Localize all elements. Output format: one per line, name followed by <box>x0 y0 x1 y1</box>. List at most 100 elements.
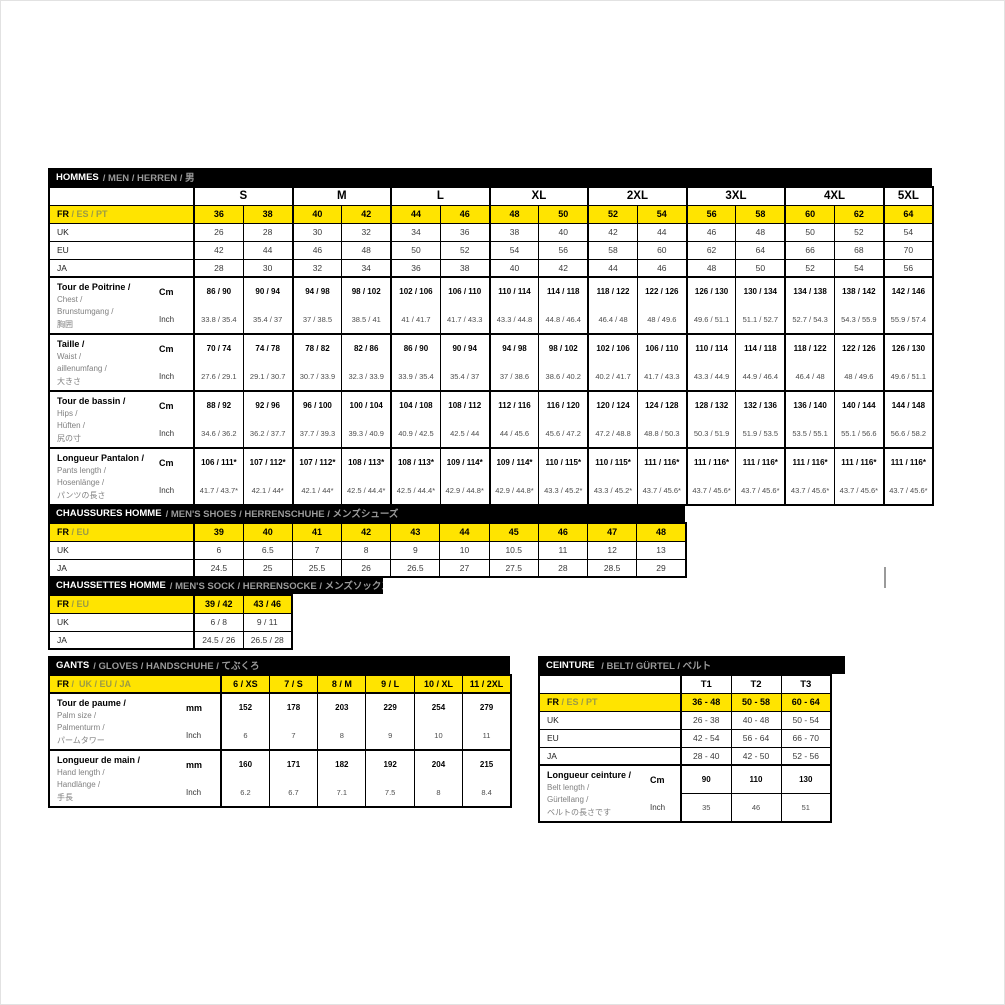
measurement-secondary-value: 47.2 / 48.8 <box>595 428 631 438</box>
measurement-value-cell: 108 / 113* 42.5 / 44.4* <box>341 447 392 506</box>
conversion-size-value: 66 - 70 <box>780 728 832 748</box>
measurement-label-cell: Taille / Waist / aillenumfang / 大きさ Cm Inch <box>48 333 195 392</box>
fr-size-value: 9 / L <box>365 674 415 694</box>
measurement-label-translation: 胸囲 <box>57 319 73 329</box>
measurement-value-cell: 78 / 82 30.7 / 33.9 <box>291 333 343 392</box>
belt-section: CEINTURE / BELT/ GÜRTEL / ベルト T1 T2 T3 FR /… <box>538 656 845 823</box>
measurement-secondary-value: 42.5 / 44.4* <box>347 485 386 495</box>
conversion-row: EU 42 44 46 48 50 52 54 56 58 60 62 64 66 68 70 <box>48 240 934 260</box>
measurement-row: Tour de paume / Palm size / Palmenturm / パー… <box>48 692 512 751</box>
conversion-size-value: 28.5 <box>586 558 638 578</box>
measurement-primary-value: 90 / 94 <box>255 287 280 297</box>
conversion-size-value: 52 <box>439 240 491 260</box>
unit-primary-label: Cm <box>650 774 665 785</box>
fr-row-label-rest: / EU <box>69 599 90 610</box>
measurement-units: Cm Inch <box>153 450 193 504</box>
measurement-primary-value: 88 / 92 <box>206 401 232 411</box>
fr-size-value: 43 <box>390 522 441 542</box>
unit-secondary-label: Inch <box>159 371 175 381</box>
conversion-size-value: 11 <box>537 540 589 560</box>
measurement-value-cell: 107 / 112* 42.1 / 44* <box>291 447 343 506</box>
conversion-size-value: 12 <box>586 540 638 560</box>
measurement-value-cell: 142 / 146 55.9 / 57.4 <box>882 276 934 335</box>
measurement-secondary-value: 44 / 45.6 <box>499 428 530 438</box>
measurement-label-cell: Longueur de main / Hand length / Handlänge… <box>48 749 222 808</box>
fr-size-value: 36 <box>192 204 244 224</box>
measurement-secondary-value: 34.6 / 36.2 <box>201 428 237 438</box>
fr-row-label: FR / ES / PT <box>48 204 195 224</box>
fr-size-value: 48 <box>636 522 687 542</box>
conversion-size-value: 34 <box>390 222 441 242</box>
conversion-size-value: 6 <box>192 540 244 560</box>
fr-size-value: 50 - 58 <box>730 692 782 712</box>
measurement-label-translation: Chest / <box>57 294 83 304</box>
conversion-row: JA 24.5 / 26 26.5 / 28 <box>48 630 293 650</box>
fr-row-label-rest: / ES / PT <box>559 697 598 707</box>
fr-size-value: 6 / XS <box>219 674 270 694</box>
measurement-label-layout: Tour de Poitrine / Chest / Brunstumgang / 胸… <box>50 279 193 333</box>
fr-size-value: 46 <box>439 204 491 224</box>
measurement-label-layout: Longueur Pantalon / Pants length / Hosenlä… <box>50 450 193 504</box>
measurement-secondary-value: 42.9 / 44.8* <box>495 485 534 495</box>
measurement-value-cell: 132 / 136 51.9 / 53.5 <box>735 390 786 449</box>
measurement-value-cell: 130 / 134 51.1 / 52.7 <box>735 276 786 335</box>
conversion-size-value: 30 <box>291 222 343 242</box>
measurement-secondary-value: 38.6 / 40.2 <box>545 371 581 381</box>
measurement-secondary-value: 44.8 / 46.4 <box>545 314 581 324</box>
conversion-size-value: 42 - 54 <box>680 728 732 748</box>
measurement-value-cell: 128 / 132 50.3 / 51.9 <box>685 390 737 449</box>
measurement-value-cell: 92 / 96 36.2 / 37.7 <box>242 390 294 449</box>
measurement-value-cell: 90 / 94 35.4 / 37 <box>242 276 294 335</box>
size-group-label: XL <box>488 186 589 206</box>
conversion-size-value: 50 <box>390 240 441 260</box>
measurement-label-cell: Longueur ceinture / Belt length / Gürtella… <box>538 764 682 823</box>
size-group-row: S M L XL 2XL 3XL 4XL 5XL <box>48 186 934 206</box>
measurement-secondary-value: 38.5 / 41 <box>351 314 381 324</box>
measurement-label-layout: Taille / Waist / aillenumfang / 大きさ Cm Inch <box>50 336 193 390</box>
measurement-secondary-value: 42.9 / 44.8* <box>445 485 484 495</box>
measurement-label-translation: Palm size / <box>57 710 97 720</box>
fr-row-label: FR / EU <box>48 594 195 614</box>
measurement-label-text: Longueur ceinture / Belt length / Gürtella… <box>540 767 644 821</box>
conversion-size-value: 70 <box>882 240 934 260</box>
measurement-secondary-value: 43.7 / 45.6* <box>790 485 830 495</box>
measurement-secondary-value: 43.3 / 44.8 <box>496 314 533 324</box>
measurement-label-translation: Hosenlänge / <box>57 478 105 488</box>
measurement-value-cell: 109 / 114* 42.9 / 44.8* <box>488 447 540 506</box>
conversion-size-value: 36 <box>439 222 491 242</box>
measurement-secondary-value: 37 / 38.5 <box>302 314 333 324</box>
measurement-secondary-value: 44.9 / 46.4 <box>742 371 779 381</box>
measurement-primary-value: 171 <box>286 760 301 770</box>
measurement-secondary-value: 35 <box>702 802 711 812</box>
measurement-row: Tour de Poitrine / Chest / Brunstumgang / 胸… <box>48 276 934 335</box>
conversion-size-value: 28 <box>192 258 244 278</box>
measurement-secondary-value: 56.6 / 58.2 <box>890 428 927 438</box>
unit-primary-label: Cm <box>159 343 174 354</box>
measurement-row: Longueur Pantalon / Pants length / Hosenlä… <box>48 447 934 506</box>
fr-row-label-rest: / EU <box>69 527 90 538</box>
measurement-value-cell: 182 7.1 <box>317 749 367 808</box>
belt-size-group-row: T1 T2 T3 <box>538 674 832 694</box>
fr-size-value: 50 <box>538 204 589 224</box>
fr-size-value: 10 / XL <box>413 674 464 694</box>
conversion-size-value: 40 <box>488 258 540 278</box>
men-size-table: S M L XL 2XL 3XL 4XL 5XL FR / ES / PT 36 38 40 42 44 4… <box>48 186 935 506</box>
measurement-label-fr: Longueur de main / <box>57 755 141 765</box>
conversion-size-value: 42 - 50 <box>730 746 782 766</box>
conversion-row: JA 24.5 25 25.5 26 26.5 27 27.5 28 28.5 29 <box>48 558 687 578</box>
measurement-primary-value: 78 / 82 <box>305 344 330 354</box>
measurement-secondary-value: 41.7 / 43.3 <box>644 371 680 381</box>
socks-section-title-translations: / MEN'S SOCK / HERRENSOCKE / メンズソックス <box>169 581 383 592</box>
measurement-value-cell: 86 / 90 33.9 / 35.4 <box>390 333 441 392</box>
measurement-secondary-value: 48 / 49.6 <box>844 371 874 381</box>
measurement-label-translation: 手長 <box>57 792 73 802</box>
measurement-secondary-value: 7.1 <box>336 787 348 797</box>
measurement-primary-value: 111 / 116* <box>693 458 730 468</box>
belt-size-group-label: T1 <box>680 674 732 694</box>
conversion-size-value: 44 <box>242 240 294 260</box>
unit-secondary-label: Inch <box>159 485 175 495</box>
measurement-primary-value: 130 <box>782 767 830 794</box>
